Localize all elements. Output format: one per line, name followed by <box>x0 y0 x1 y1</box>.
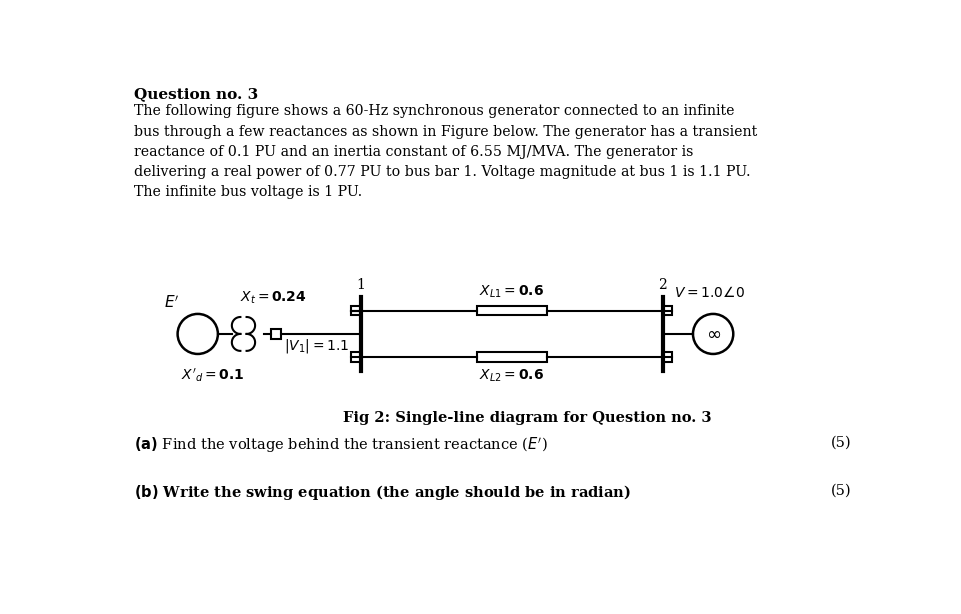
Text: $\mathbf{(a)}$ Find the voltage behind the transient reactance ($E'$): $\mathbf{(a)}$ Find the voltage behind t… <box>135 435 548 455</box>
Text: $\infty$: $\infty$ <box>704 325 720 343</box>
Text: $X'_d=\mathbf{0.1}$: $X'_d=\mathbf{0.1}$ <box>181 367 244 384</box>
Text: $X_{L2}=\mathbf{0.6}$: $X_{L2}=\mathbf{0.6}$ <box>479 368 544 384</box>
Text: Question no. 3: Question no. 3 <box>135 88 259 101</box>
Text: $V=1.0\angle 0$: $V=1.0\angle 0$ <box>673 285 744 300</box>
Bar <box>662 306 672 316</box>
Text: $X_{L1}=\mathbf{0.6}$: $X_{L1}=\mathbf{0.6}$ <box>479 284 544 300</box>
Text: 1: 1 <box>356 278 364 292</box>
Bar <box>477 306 546 316</box>
Bar <box>271 329 281 338</box>
Text: (5): (5) <box>830 483 850 497</box>
Bar <box>351 352 360 362</box>
Text: The following figure shows a 60-Hz synchronous generator connected to an infinit: The following figure shows a 60-Hz synch… <box>135 104 756 199</box>
Text: (5): (5) <box>830 435 850 449</box>
Text: $E'$: $E'$ <box>163 294 179 311</box>
Text: $\mathbf{(b)}$ Write the swing equation (the angle should be in radian): $\mathbf{(b)}$ Write the swing equation … <box>135 483 630 502</box>
Text: 2: 2 <box>657 278 666 292</box>
Bar <box>477 352 546 362</box>
Text: $X_t=\mathbf{0.24}$: $X_t=\mathbf{0.24}$ <box>239 290 306 306</box>
Bar <box>662 352 672 362</box>
Text: Fig 2: Single-line diagram for Question no. 3: Fig 2: Single-line diagram for Question … <box>342 411 710 425</box>
Text: $|V_1|=1.1$: $|V_1|=1.1$ <box>283 337 349 355</box>
Bar <box>351 306 360 316</box>
